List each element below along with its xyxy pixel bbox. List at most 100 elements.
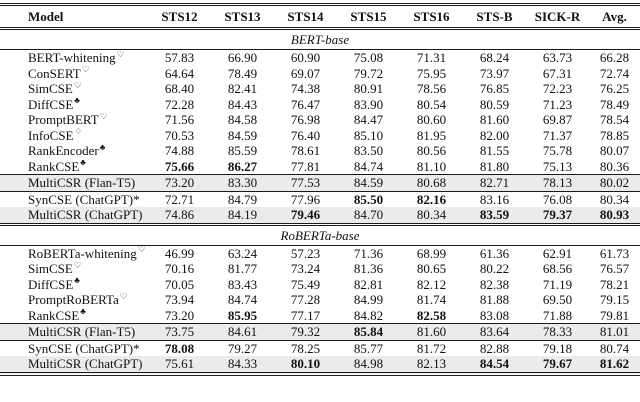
score-cell: 80.74 [589,339,640,356]
score-cell: 84.33 [211,356,274,374]
score-cell: 71.31 [416,50,447,65]
paper-results-table-container: Model STS12 STS13 STS14 STS15 STS16 STS-B SICK-… [0,3,640,376]
score-cell: 84.70 [337,207,400,224]
best-score: 79.37 [542,207,573,222]
score-cell: 84.79 [211,190,274,207]
score-cell: 79.81 [599,307,630,323]
score-cell: 73.94 [164,292,195,307]
table-row: SynCSE (ChatGPT)* 78.08 79.27 78.25 85.77 81.… [0,339,640,356]
model-name: SimCSE [28,81,73,96]
score-cell: 82.88 [463,339,526,356]
score-cell: 81.01 [589,323,640,340]
best-score: 80.93 [599,207,630,222]
model-name: RankCSE [28,307,80,323]
score-cell: 85.10 [353,127,384,143]
score-cell: 76.47 [290,96,321,112]
table-row: RankCSE♣ 73.20 85.95 77.17 84.82 82.58 83.08 71… [0,307,640,324]
score-cell: 82.81 [353,276,384,292]
score-cell: 72.28 [164,96,195,112]
table-row: SynCSE (ChatGPT)* 72.71 84.79 77.96 85.50 82.… [0,190,640,207]
model-name: SynCSE (ChatGPT)* [28,191,140,207]
model-name: DiffCSE [28,96,74,112]
score-cell: 69.50 [542,292,573,307]
best-score: 83.59 [479,207,510,222]
score-cell: 78.61 [290,143,321,158]
score-cell: 81.77 [227,261,258,276]
score-cell: 75.49 [290,276,321,292]
table-row: MultiCSR (Flan-T5) 73.75 84.61 79.32 85.84 81… [0,323,640,340]
model-name-cell: SimCSE♡ [0,259,148,277]
score-cell: 81.62 [589,356,640,374]
score-cell: 84.98 [337,356,400,374]
score-cell: 80.34 [400,207,463,224]
score-cell: 66.90 [227,50,258,65]
score-cell: 70.53 [164,127,195,143]
best-score: 80.10 [290,356,321,371]
column-header: STS-B [463,4,526,30]
score-cell: 80.56 [416,143,447,158]
model-name: SynCSE (ChatGPT)* [28,340,140,356]
header-row: Model STS12 STS13 STS14 STS15 STS16 STS-B SICK-… [0,4,640,30]
score-cell: 80.93 [589,207,640,224]
score-cell: 84.74 [353,158,384,174]
score-cell: 77.17 [290,307,321,323]
score-cell: 79.27 [211,339,274,356]
score-cell: 85.95 [211,308,274,324]
score-cell: 82.13 [400,356,463,374]
score-cell: 74.86 [148,207,211,224]
table-row: ConSERT♡ 64.64 78.49 69.07 79.72 75.95 73.97 67… [0,65,640,82]
score-cell: 84.59 [337,174,400,191]
score-cell: 83.59 [463,207,526,224]
model-name-cell: BERT-whitening♡ [0,48,148,66]
heart-suit-icon: ♡ [73,259,82,270]
score-cell: 68.99 [416,245,447,261]
score-cell: 73.20 [164,307,195,323]
score-cell: 68.40 [164,81,195,96]
score-cell: 81.80 [479,158,510,174]
score-cell: 83.50 [353,143,384,158]
results-table: Model STS12 STS13 STS14 STS15 STS16 STS-B SICK-… [0,3,640,376]
score-cell: 80.10 [274,356,337,374]
score-cell: 76.98 [290,112,321,127]
score-cell: 79.18 [526,339,589,356]
model-name-cell: RankEncoder♣ [0,141,148,159]
heart-suit-icon: ♡ [116,48,125,59]
score-cell: 81.72 [400,339,463,356]
score-cell: 82.41 [227,81,258,96]
score-cell: 79.37 [526,207,589,224]
score-cell: 78.33 [526,323,589,340]
section-label-row: RoBERTa-base [0,222,640,246]
model-name: InfoCSE [28,127,74,143]
best-score: 85.50 [353,191,384,207]
diamond-suit-icon: ♢ [74,126,83,137]
model-name-cell: InfoCSE♢ [0,126,148,144]
model-name-cell: MultiCSR (ChatGPT) [0,356,148,374]
table-row: DiffCSE♣ 70.05 83.43 75.49 82.81 82.12 82.38 71… [0,276,640,293]
score-cell: 77.53 [274,174,337,191]
score-cell: 80.60 [416,112,447,127]
club-suit-icon: ♣ [99,141,106,152]
score-cell: 84.58 [227,112,258,127]
score-cell: 83.90 [353,96,384,112]
score-cell: 57.83 [164,50,195,65]
score-cell: 78.49 [599,96,630,112]
score-cell: 71.36 [353,245,384,261]
model-name: MultiCSR (ChatGPT) [28,207,143,222]
model-name-cell: SimCSE♡ [0,80,148,97]
model-name: MultiCSR (ChatGPT) [28,356,143,371]
best-score: 84.54 [479,356,510,371]
model-name: RoBERTa-whitening [28,245,137,261]
section-label: BERT-base [0,28,640,50]
score-cell: 60.90 [290,50,321,65]
section-label: RoBERTa-base [0,222,640,246]
score-cell: 46.99 [164,245,195,261]
score-cell: 73.97 [479,65,510,81]
best-score: 86.27 [227,158,258,174]
score-cell: 82.58 [400,308,463,324]
model-name-cell: RankCSE♣ [0,307,148,324]
score-cell: 84.19 [211,207,274,224]
score-cell: 82.16 [400,190,463,207]
score-cell: 84.99 [353,292,384,307]
model-name-cell: PromptBERT♡ [0,111,148,128]
score-cell: 82.12 [416,276,447,292]
